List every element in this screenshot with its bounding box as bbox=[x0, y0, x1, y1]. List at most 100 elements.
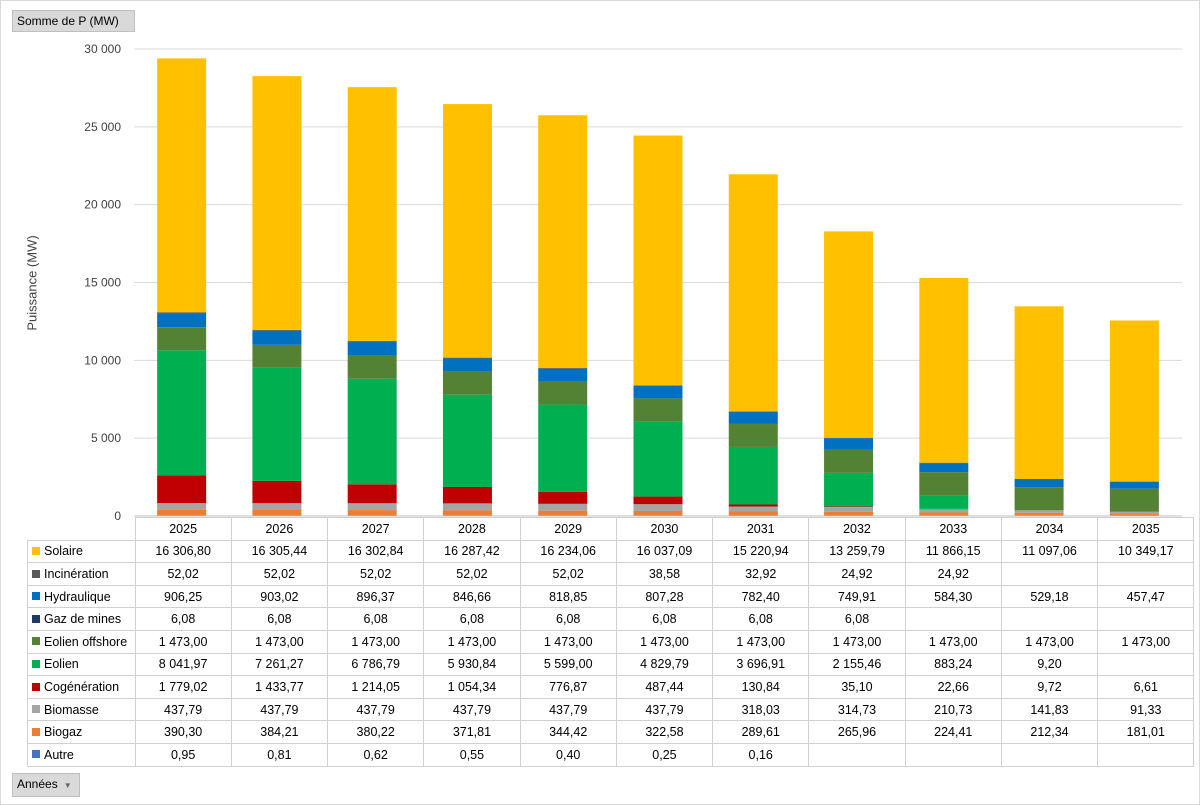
data-label: 16 302,84 bbox=[327, 539, 425, 564]
data-label: 6,08 bbox=[519, 607, 617, 631]
data-label: 1 433,77 bbox=[230, 675, 329, 699]
data-label: 16 305,44 bbox=[230, 539, 329, 564]
data-label: 10 349,17 bbox=[1097, 539, 1195, 564]
data-label: 0,62 bbox=[327, 742, 425, 767]
bar-segment bbox=[633, 398, 683, 422]
legend-swatch bbox=[32, 705, 40, 714]
table-row: Biomasse 437,79 437,79 437,79 437,79 437,79 43… bbox=[27, 697, 1195, 722]
legend-label: Autre bbox=[44, 747, 74, 762]
bar-segment bbox=[919, 472, 969, 496]
data-label bbox=[1097, 607, 1195, 631]
data-label: 210,73 bbox=[904, 697, 1002, 722]
legend-swatch bbox=[32, 637, 40, 646]
legend-label: Hydraulique bbox=[44, 589, 111, 604]
data-label: 1 779,02 bbox=[134, 675, 232, 699]
bar-segment bbox=[252, 367, 302, 481]
data-label: 8 041,97 bbox=[134, 652, 232, 677]
bar-segment bbox=[347, 340, 397, 342]
data-label: 2 155,46 bbox=[808, 652, 906, 677]
x-tick-label: 2025 bbox=[134, 517, 232, 541]
bar-segment bbox=[157, 313, 207, 328]
data-label: 322,58 bbox=[615, 720, 714, 744]
data-label: 1 473,00 bbox=[230, 629, 329, 654]
data-label: 5 930,84 bbox=[423, 652, 521, 677]
data-label: 1 473,00 bbox=[904, 629, 1002, 654]
bar-segment bbox=[157, 350, 207, 476]
bar-segment bbox=[252, 503, 302, 511]
data-label bbox=[1097, 742, 1195, 767]
table-row: Autre 0,95 0,81 0,62 0,55 0,40 0,25 0,16 bbox=[27, 742, 1195, 767]
data-label: 1 473,00 bbox=[1097, 629, 1195, 654]
data-label: 384,21 bbox=[230, 720, 329, 744]
x-tick-label: 2035 bbox=[1097, 517, 1195, 541]
data-label bbox=[1000, 562, 1099, 586]
bar-segment bbox=[442, 104, 492, 358]
data-label: 1 473,00 bbox=[423, 629, 521, 654]
bar-segment bbox=[919, 463, 969, 473]
data-label bbox=[1097, 652, 1195, 677]
bar-segment bbox=[728, 504, 778, 507]
bar-segment bbox=[442, 503, 492, 511]
bar-segment bbox=[633, 385, 683, 399]
data-label: 9,72 bbox=[1000, 675, 1099, 699]
bar-segment bbox=[728, 174, 778, 412]
data-label: 1 473,00 bbox=[712, 629, 810, 654]
y-tick-label: 5 000 bbox=[91, 431, 121, 445]
y-tick-label: 25 000 bbox=[84, 120, 121, 134]
legend-swatch bbox=[32, 547, 40, 556]
x-tick-label: 2030 bbox=[615, 517, 714, 541]
bar-segment bbox=[347, 503, 397, 511]
bar-segment bbox=[728, 511, 778, 516]
legend-entry: Incinération bbox=[27, 562, 136, 586]
data-label: 52,02 bbox=[230, 562, 329, 586]
data-label: 6 786,79 bbox=[327, 652, 425, 677]
data-label: 4 829,79 bbox=[615, 652, 714, 677]
bar-segment bbox=[633, 135, 683, 386]
value-field-button[interactable]: Somme de P (MW) bbox=[12, 10, 135, 32]
bar-segment bbox=[252, 510, 302, 516]
data-label: 52,02 bbox=[423, 562, 521, 586]
legend-label: Eolien bbox=[44, 657, 79, 672]
bar-segment bbox=[442, 486, 492, 504]
data-label: 52,02 bbox=[519, 562, 617, 586]
bar-segment bbox=[1014, 512, 1064, 516]
legend-swatch bbox=[32, 750, 40, 759]
bar-segment bbox=[824, 472, 874, 507]
bar-segment bbox=[157, 475, 207, 504]
data-label bbox=[904, 742, 1002, 767]
data-label: 16 287,42 bbox=[423, 539, 521, 564]
bar-segment bbox=[442, 510, 492, 516]
bar-segment bbox=[728, 446, 778, 505]
legend-entry: Hydraulique bbox=[27, 584, 136, 609]
legend-entry: Eolien offshore bbox=[27, 629, 136, 654]
data-label: 16 234,06 bbox=[519, 539, 617, 564]
bar-segment bbox=[252, 330, 302, 345]
data-label: 1 473,00 bbox=[134, 629, 232, 654]
bar-segment bbox=[157, 503, 207, 510]
data-label: 6,08 bbox=[230, 607, 329, 631]
data-label: 529,18 bbox=[1000, 584, 1099, 609]
bar-segment bbox=[633, 504, 683, 511]
data-label: 0,16 bbox=[712, 742, 810, 767]
x-tick-label: 2034 bbox=[1000, 517, 1099, 541]
bar-segment bbox=[442, 357, 492, 359]
bar-segment bbox=[538, 491, 588, 504]
data-label: 883,24 bbox=[904, 652, 1002, 677]
bar-segment bbox=[1109, 320, 1159, 482]
data-label: 776,87 bbox=[519, 675, 617, 699]
row-field-button[interactable]: Années ▼ bbox=[12, 773, 80, 797]
data-label: 1 473,00 bbox=[327, 629, 425, 654]
data-label: 52,02 bbox=[134, 562, 232, 586]
data-label: 344,42 bbox=[519, 720, 617, 744]
bar-segment bbox=[1109, 481, 1159, 489]
bar-segment bbox=[824, 449, 874, 473]
bar-segment bbox=[157, 312, 207, 314]
bar-segment bbox=[1014, 479, 1064, 488]
data-label: 896,37 bbox=[327, 584, 425, 609]
legend-swatch bbox=[32, 592, 40, 601]
bar-segment bbox=[728, 424, 778, 447]
bar-segment bbox=[538, 367, 588, 369]
data-label bbox=[1000, 742, 1099, 767]
bar-segment bbox=[633, 385, 683, 386]
data-label: 24,92 bbox=[904, 562, 1002, 586]
